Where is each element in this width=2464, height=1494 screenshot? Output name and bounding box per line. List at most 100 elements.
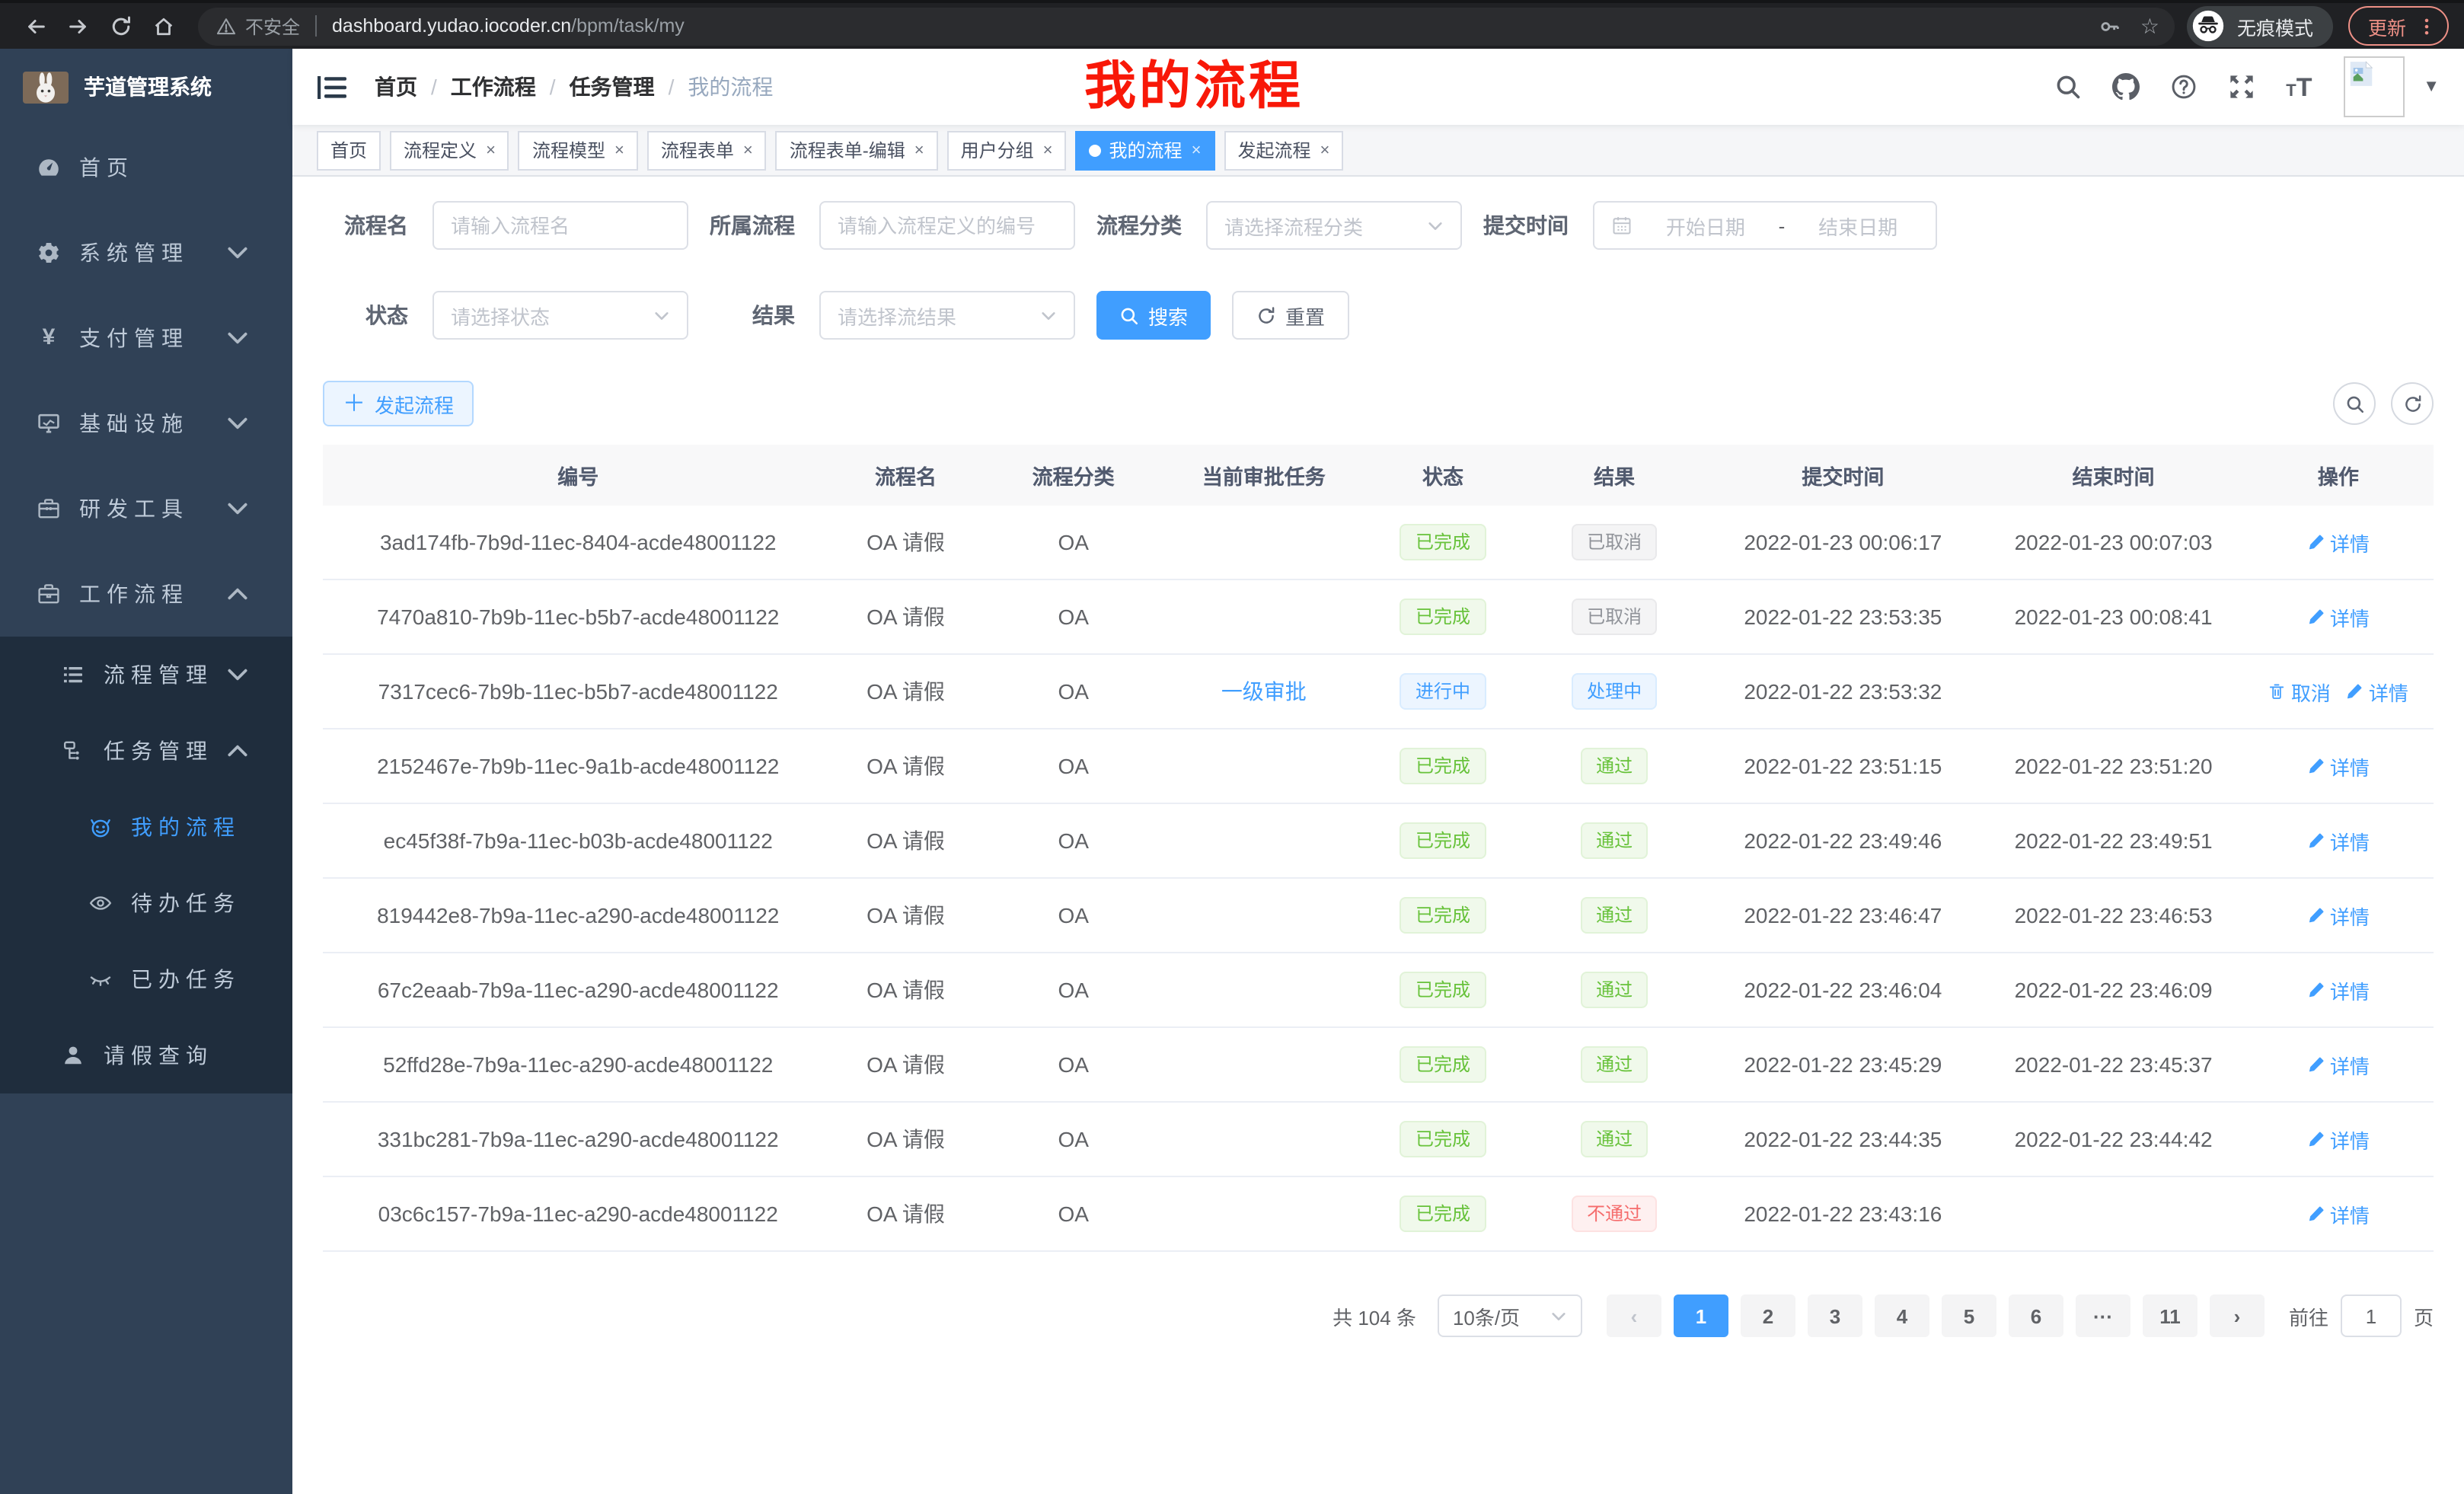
cell-process-name: OA 请假 bbox=[833, 1027, 978, 1103]
sidebar-item-6[interactable]: 流程管理 bbox=[0, 637, 292, 713]
page-button-4[interactable]: 4 bbox=[1874, 1294, 1929, 1337]
tag-view-tab[interactable]: 流程表单-编辑 × bbox=[775, 130, 938, 170]
close-icon[interactable]: × bbox=[1191, 141, 1202, 159]
refresh-list-button[interactable] bbox=[2391, 382, 2434, 425]
page-button-3[interactable]: 3 bbox=[1807, 1294, 1862, 1337]
github-icon[interactable] bbox=[2112, 73, 2140, 101]
detail-action-link[interactable]: 详情 bbox=[2307, 1050, 2370, 1079]
edit-icon bbox=[2307, 1130, 2325, 1148]
process-name-input[interactable] bbox=[432, 201, 688, 250]
page-button-6[interactable]: 6 bbox=[2008, 1294, 2063, 1337]
page-button-11[interactable]: 11 bbox=[2142, 1294, 2197, 1337]
sidebar-item-9[interactable]: 待办任务 bbox=[0, 865, 292, 941]
breadcrumb-item[interactable]: 任务管理 bbox=[569, 75, 655, 99]
arrow-right-button[interactable] bbox=[58, 6, 97, 46]
cell-process-name: OA 请假 bbox=[833, 654, 978, 729]
tag-view-tab[interactable]: 用户分组 × bbox=[946, 130, 1067, 170]
bookmark-star-icon[interactable]: ☆ bbox=[2140, 14, 2159, 38]
cell-result: 已取消 bbox=[1527, 506, 1703, 580]
avatar[interactable] bbox=[2344, 56, 2405, 117]
tag-view-tab[interactable]: 发起流程 × bbox=[1224, 130, 1344, 170]
start-process-button[interactable]: ＋ 发起流程 bbox=[323, 381, 474, 426]
close-icon[interactable]: × bbox=[614, 141, 624, 159]
security-chip[interactable]: 不安全 bbox=[216, 13, 300, 39]
cell-submit-time: 2022-01-22 23:53:32 bbox=[1702, 654, 1984, 729]
password-key-icon[interactable] bbox=[2099, 14, 2122, 37]
sidebar-item-10[interactable]: 已办任务 bbox=[0, 941, 292, 1017]
close-icon[interactable]: × bbox=[486, 141, 496, 159]
close-icon[interactable]: × bbox=[1042, 141, 1053, 159]
sidebar-item-2[interactable]: ¥ 支付管理 bbox=[0, 295, 292, 381]
arrow-left-button[interactable] bbox=[15, 6, 55, 46]
search-button[interactable]: 搜索 bbox=[1096, 291, 1211, 340]
breadcrumb-item[interactable]: 工作流程 bbox=[450, 75, 536, 99]
detail-action-link[interactable]: 详情 bbox=[2307, 826, 2370, 855]
task-link[interactable]: 一级审批 bbox=[1221, 679, 1307, 704]
sidebar-item-5[interactable]: 工作流程 bbox=[0, 551, 292, 637]
cell-current-task bbox=[1168, 579, 1359, 655]
detail-action-link[interactable]: 详情 bbox=[2307, 752, 2370, 781]
sidebar-item-label: 研发工具 bbox=[79, 496, 189, 521]
sidebar-item-3[interactable]: 基础设施 bbox=[0, 381, 292, 466]
page-button-1[interactable]: 1 bbox=[1673, 1294, 1728, 1337]
more-pages-button[interactable]: ··· bbox=[2075, 1294, 2130, 1337]
cell-text: OA bbox=[1058, 1052, 1089, 1077]
detail-action-link[interactable]: 详情 bbox=[2346, 677, 2408, 706]
page-button-5[interactable]: 5 bbox=[1941, 1294, 1996, 1337]
tag-view-tab[interactable]: 我的流程 × bbox=[1075, 130, 1215, 170]
search-icon[interactable] bbox=[2054, 73, 2082, 101]
breadcrumb-item[interactable]: 首页 bbox=[375, 75, 417, 99]
show-search-button[interactable] bbox=[2333, 382, 2376, 425]
prev-page-button[interactable]: ‹ bbox=[1606, 1294, 1661, 1337]
cell-status: 已完成 bbox=[1358, 878, 1527, 953]
detail-action-link[interactable]: 详情 bbox=[2307, 528, 2370, 557]
status-select[interactable]: 请选择状态 bbox=[432, 291, 688, 340]
result-badge: 通过 bbox=[1581, 897, 1649, 934]
help-icon[interactable] bbox=[2170, 73, 2197, 101]
detail-action-link[interactable]: 详情 bbox=[2307, 1125, 2370, 1154]
sidebar-item-11[interactable]: 请假查询 bbox=[0, 1017, 292, 1093]
cell-status: 已完成 bbox=[1358, 1176, 1527, 1252]
close-icon[interactable]: × bbox=[1320, 141, 1330, 159]
address-bar[interactable]: 不安全 dashboard.yudao.iocoder.cn/bpm/task/… bbox=[198, 7, 2175, 45]
reset-button[interactable]: 重置 bbox=[1232, 291, 1350, 340]
status-badge: 已完成 bbox=[1400, 897, 1486, 934]
tag-view-tab[interactable]: 流程表单 × bbox=[646, 130, 767, 170]
sidebar-item-7[interactable]: 任务管理 bbox=[0, 713, 292, 789]
next-page-button[interactable]: › bbox=[2209, 1294, 2265, 1337]
process-definition-input[interactable] bbox=[819, 201, 1075, 250]
result-select[interactable]: 请选择流结果 bbox=[819, 291, 1075, 340]
home-button[interactable] bbox=[143, 6, 183, 46]
cell-text: OA 请假 bbox=[867, 978, 945, 1002]
kebab-menu-icon[interactable] bbox=[2417, 16, 2437, 36]
goto-page-input[interactable] bbox=[2340, 1294, 2402, 1337]
browser-update-button[interactable]: 更新 bbox=[2348, 6, 2449, 46]
column-header: 提交时间 bbox=[1702, 445, 1984, 506]
tag-view-tab[interactable]: 首页 bbox=[317, 130, 381, 170]
sidebar-item-label: 基础设施 bbox=[79, 411, 189, 436]
tag-view-tab[interactable]: 流程模型 × bbox=[518, 130, 638, 170]
reload-button[interactable] bbox=[101, 6, 140, 46]
page-size-select[interactable]: 10条/页 bbox=[1437, 1294, 1582, 1337]
detail-action-link[interactable]: 详情 bbox=[2307, 1199, 2370, 1228]
sidebar-item-0[interactable]: 首页 bbox=[0, 125, 292, 210]
detail-action-link[interactable]: 详情 bbox=[2307, 602, 2370, 631]
page-button-2[interactable]: 2 bbox=[1740, 1294, 1795, 1337]
hamburger-icon[interactable] bbox=[317, 74, 347, 100]
detail-action-link[interactable]: 详情 bbox=[2307, 901, 2370, 930]
close-icon[interactable]: × bbox=[914, 141, 924, 159]
sidebar-item-1[interactable]: 系统管理 bbox=[0, 210, 292, 295]
submit-time-range-picker[interactable]: 开始日期 - 结束日期 bbox=[1593, 201, 1937, 250]
divider bbox=[315, 15, 318, 37]
cancel-action-link[interactable]: 取消 bbox=[2268, 677, 2331, 706]
tag-view-tab[interactable]: 流程定义 × bbox=[390, 130, 509, 170]
caret-down-icon[interactable]: ▼ bbox=[2423, 78, 2440, 96]
sidebar-item-8[interactable]: 我的流程 bbox=[0, 789, 292, 865]
detail-action-link[interactable]: 详情 bbox=[2307, 975, 2370, 1004]
sidebar-item-4[interactable]: 研发工具 bbox=[0, 466, 292, 551]
fullscreen-icon[interactable] bbox=[2228, 73, 2255, 101]
close-icon[interactable]: × bbox=[742, 141, 753, 159]
category-select[interactable]: 请选择流程分类 bbox=[1206, 201, 1462, 250]
cell-result: 通过 bbox=[1527, 878, 1703, 953]
